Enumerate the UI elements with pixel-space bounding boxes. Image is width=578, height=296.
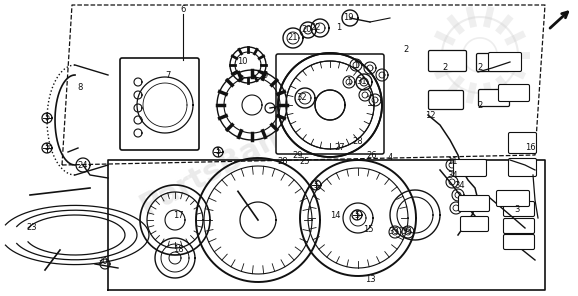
FancyBboxPatch shape	[503, 234, 535, 250]
Text: PartsBanking: PartsBanking	[135, 87, 351, 221]
FancyBboxPatch shape	[428, 91, 464, 110]
Text: 19: 19	[343, 14, 353, 22]
Text: 22: 22	[311, 23, 321, 33]
FancyBboxPatch shape	[509, 133, 536, 154]
Text: 14: 14	[330, 210, 340, 220]
FancyBboxPatch shape	[454, 160, 487, 176]
Text: 9: 9	[262, 70, 268, 80]
Text: 28: 28	[353, 138, 364, 147]
Text: 33: 33	[388, 228, 399, 237]
Text: 21: 21	[288, 33, 298, 43]
Text: 5: 5	[313, 181, 318, 189]
Text: 12: 12	[425, 110, 435, 120]
Text: 33: 33	[402, 228, 412, 237]
FancyBboxPatch shape	[488, 52, 521, 72]
Text: 1: 1	[346, 78, 351, 86]
Text: 27: 27	[335, 144, 345, 152]
Text: 11: 11	[447, 157, 457, 166]
Text: 2: 2	[403, 46, 409, 54]
Text: 23: 23	[27, 223, 38, 232]
Text: 5: 5	[45, 113, 50, 123]
Text: 2: 2	[442, 64, 447, 73]
Text: 25: 25	[300, 157, 310, 166]
FancyBboxPatch shape	[476, 54, 509, 72]
Text: 26: 26	[366, 150, 377, 160]
Text: 16: 16	[525, 144, 535, 152]
Text: 1: 1	[353, 60, 358, 70]
FancyBboxPatch shape	[428, 51, 466, 72]
FancyBboxPatch shape	[509, 158, 536, 176]
FancyBboxPatch shape	[276, 54, 384, 154]
Text: 13: 13	[365, 276, 375, 284]
Text: 10: 10	[237, 57, 247, 67]
FancyBboxPatch shape	[120, 58, 199, 150]
Text: 8: 8	[77, 83, 83, 92]
Text: 30: 30	[98, 258, 108, 266]
Text: 24: 24	[78, 160, 88, 170]
Text: 7: 7	[165, 70, 171, 80]
Text: 5: 5	[216, 147, 221, 157]
Text: 6: 6	[180, 6, 186, 15]
Text: 1: 1	[336, 23, 342, 33]
Text: 2: 2	[477, 64, 483, 73]
Text: 18: 18	[173, 245, 183, 255]
FancyBboxPatch shape	[498, 84, 529, 102]
FancyBboxPatch shape	[479, 89, 509, 107]
Text: 3: 3	[514, 205, 520, 215]
FancyBboxPatch shape	[497, 191, 529, 207]
Text: 17: 17	[173, 210, 183, 220]
Text: 4: 4	[387, 154, 392, 163]
Text: 28: 28	[277, 157, 288, 166]
Text: 29: 29	[292, 150, 303, 160]
Text: 2: 2	[477, 101, 483, 110]
Text: 31: 31	[357, 78, 367, 86]
Text: 34: 34	[448, 170, 458, 179]
Text: 32: 32	[297, 94, 307, 102]
Text: 34: 34	[455, 181, 465, 189]
Text: 15: 15	[363, 226, 373, 234]
FancyBboxPatch shape	[503, 202, 535, 216]
Text: 5: 5	[45, 144, 50, 152]
FancyBboxPatch shape	[461, 216, 488, 231]
Text: 5: 5	[354, 210, 360, 220]
Text: 20: 20	[302, 25, 312, 35]
FancyBboxPatch shape	[503, 218, 535, 234]
FancyBboxPatch shape	[458, 195, 490, 212]
